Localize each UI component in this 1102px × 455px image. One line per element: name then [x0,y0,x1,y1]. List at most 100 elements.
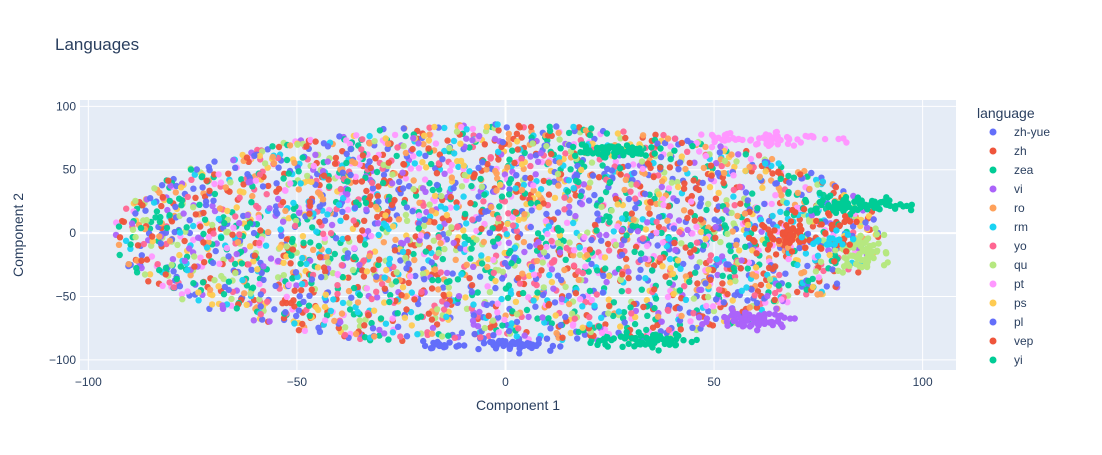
data-point [751,225,758,232]
data-point [545,191,553,198]
data-point [794,136,801,143]
data-point [839,269,846,276]
data-point [274,257,282,265]
data-point [656,335,664,342]
data-point [671,239,678,247]
data-point [294,141,301,148]
data-point [272,282,279,290]
data-point [631,248,638,255]
data-point [723,315,731,322]
data-point [431,219,438,226]
data-point [599,289,607,296]
data-point [420,141,427,148]
legend-item-yo[interactable]: yo [989,239,1028,253]
data-point [512,298,520,305]
data-point [415,140,422,147]
data-point [412,192,420,199]
data-point [557,343,564,350]
data-point [708,143,716,151]
data-point [728,209,735,217]
data-point [651,150,658,157]
data-point [588,260,595,268]
data-point [525,313,532,321]
data-point [579,303,586,310]
data-point [205,239,212,246]
data-point [855,269,862,276]
legend-item-zh-yue[interactable]: zh-yue [989,125,1051,139]
data-point [496,203,503,210]
legend-item-pt[interactable]: pt [989,277,1025,291]
data-point [210,230,217,237]
data-point [351,244,358,252]
data-point [586,147,593,154]
data-point [483,166,490,173]
legend-item-rm[interactable]: rm [989,220,1029,234]
data-point [450,239,457,247]
data-point [783,199,790,207]
data-point [742,311,749,319]
data-point [440,284,447,291]
data-point [785,188,792,196]
data-point [350,284,358,292]
data-point [601,254,609,261]
data-point [359,152,367,159]
data-point [555,227,562,234]
legend-item-yi[interactable]: yi [989,353,1023,367]
data-point [254,266,261,273]
data-point [435,277,442,284]
data-point [526,272,533,279]
data-point [534,158,542,165]
data-point [854,194,862,201]
data-point [501,316,508,323]
data-point [347,171,354,179]
legend-item-ro[interactable]: ro [989,201,1025,215]
data-point [566,209,573,216]
legend-item-zh[interactable]: zh [989,144,1027,158]
data-point [256,152,263,160]
data-point [366,140,373,147]
data-point [678,240,685,247]
data-point [184,193,191,201]
data-point [653,229,660,236]
data-point [435,249,442,257]
legend-item-ps[interactable]: ps [989,296,1027,310]
legend-item-vi[interactable]: vi [989,182,1023,196]
data-point [264,228,272,236]
data-point [446,291,453,298]
data-point [297,260,304,267]
data-point [765,217,773,225]
data-point [538,267,545,274]
data-point [285,281,292,288]
data-point [754,140,761,147]
data-point [647,341,654,348]
data-point [744,221,752,229]
data-point [514,146,521,153]
data-point [521,211,528,218]
legend-item-vep[interactable]: vep [989,334,1034,348]
data-point [428,285,436,292]
data-point [769,212,776,220]
data-point [527,162,534,170]
data-point [655,223,663,231]
data-point [652,295,660,302]
data-point [547,325,554,332]
data-point [469,317,477,324]
data-point [285,215,293,222]
data-point [438,333,446,340]
data-point [455,342,462,349]
data-point [441,170,448,177]
data-point [319,196,327,203]
legend-item-qu[interactable]: qu [989,258,1028,272]
data-point [661,340,668,348]
data-point [870,216,877,223]
data-point [419,159,426,166]
data-point [631,320,639,328]
data-point [321,217,329,224]
data-point [551,299,559,306]
legend-item-zea[interactable]: zea [989,163,1034,177]
legend-item-pl[interactable]: pl [989,315,1024,329]
data-point [461,233,468,240]
data-point [410,153,417,160]
data-point [494,309,501,316]
data-point [156,233,163,240]
